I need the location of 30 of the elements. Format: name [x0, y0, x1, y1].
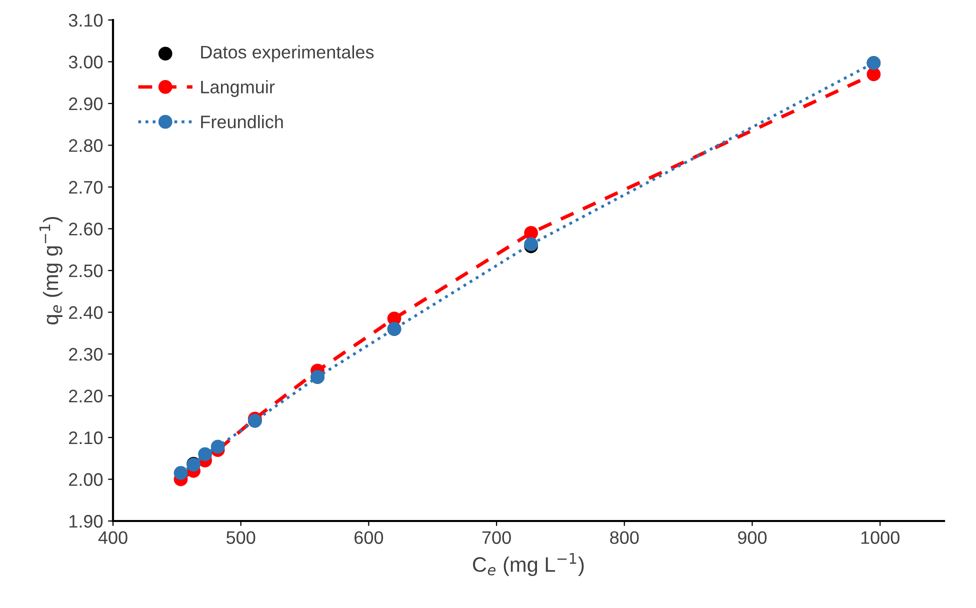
y-tick-label: 2.70 [69, 180, 103, 194]
y-tick-label: 2.60 [69, 222, 103, 236]
x-tick-label: 600 [354, 531, 384, 544]
x-tick-label: 1000 [861, 531, 900, 544]
point [866, 67, 881, 82]
point [174, 466, 188, 480]
legend-label: Langmuir [201, 80, 275, 97]
y-tick-label: 3.00 [68, 56, 103, 68]
y-tick-label: 2.10 [69, 431, 103, 444]
y-tick-label: 2.40 [69, 306, 103, 319]
x-tick-label: 400 [98, 531, 128, 544]
y-tick-label: 2.00 [69, 473, 103, 486]
x-axis-title: C$_{e}$ (mg L$^{−1}$) [472, 553, 584, 576]
y-tick-label: 3.10 [68, 14, 103, 27]
x-tick-label: 700 [482, 531, 511, 544]
y-tick-label: 2.50 [69, 264, 103, 278]
x-tick-label: 500 [226, 531, 256, 544]
legend-label: Freundlich [201, 115, 283, 128]
y-tick-label: 2.20 [69, 390, 103, 402]
y-tick-label: 2.80 [69, 139, 103, 152]
y-tick-label: 2.90 [69, 97, 103, 110]
y-tick-label: 1.90 [70, 514, 103, 528]
point [198, 447, 212, 462]
x-tick-label: 900 [738, 531, 767, 544]
x-tick-label: 800 [610, 531, 639, 544]
legend-label: Datos experimentales [201, 45, 374, 62]
point [524, 226, 538, 240]
point [210, 440, 225, 454]
y-axis-title: q$_{e}$ (mg g$^{−1}$) [39, 217, 62, 324]
y-tick-label: 2.30 [69, 348, 103, 361]
